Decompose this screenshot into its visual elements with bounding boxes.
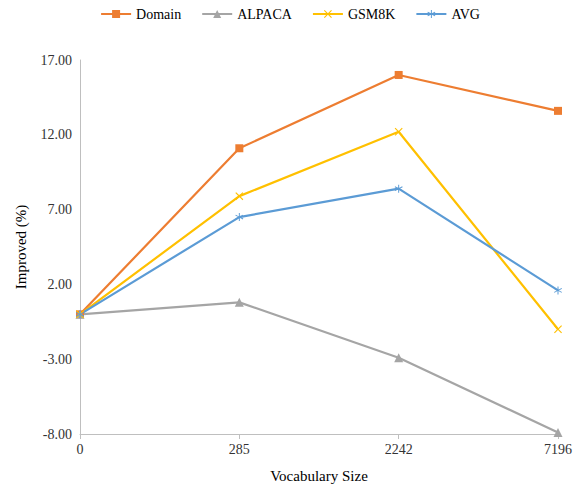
svg-text:-3.00: -3.00: [43, 352, 72, 367]
svg-text:Domain: Domain: [136, 7, 181, 22]
svg-text:17.00: 17.00: [41, 53, 73, 68]
svg-text:2242: 2242: [385, 442, 413, 457]
svg-text:2.00: 2.00: [48, 277, 73, 292]
svg-text:ALPACA: ALPACA: [237, 7, 293, 22]
svg-text:7.00: 7.00: [48, 202, 73, 217]
svg-text:Vocabulary Size: Vocabulary Size: [270, 468, 368, 484]
svg-text:AVG: AVG: [451, 7, 480, 22]
svg-text:Improved (%): Improved (%): [13, 205, 30, 290]
svg-text:285: 285: [229, 442, 250, 457]
svg-text:GSM8K: GSM8K: [348, 7, 395, 22]
svg-text:7196: 7196: [544, 442, 572, 457]
svg-text:0: 0: [77, 442, 84, 457]
svg-text:12.00: 12.00: [41, 127, 73, 142]
svg-text:-8.00: -8.00: [43, 427, 72, 442]
